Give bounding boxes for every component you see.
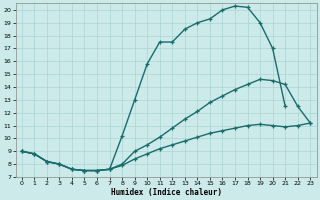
X-axis label: Humidex (Indice chaleur): Humidex (Indice chaleur) [110, 188, 221, 197]
